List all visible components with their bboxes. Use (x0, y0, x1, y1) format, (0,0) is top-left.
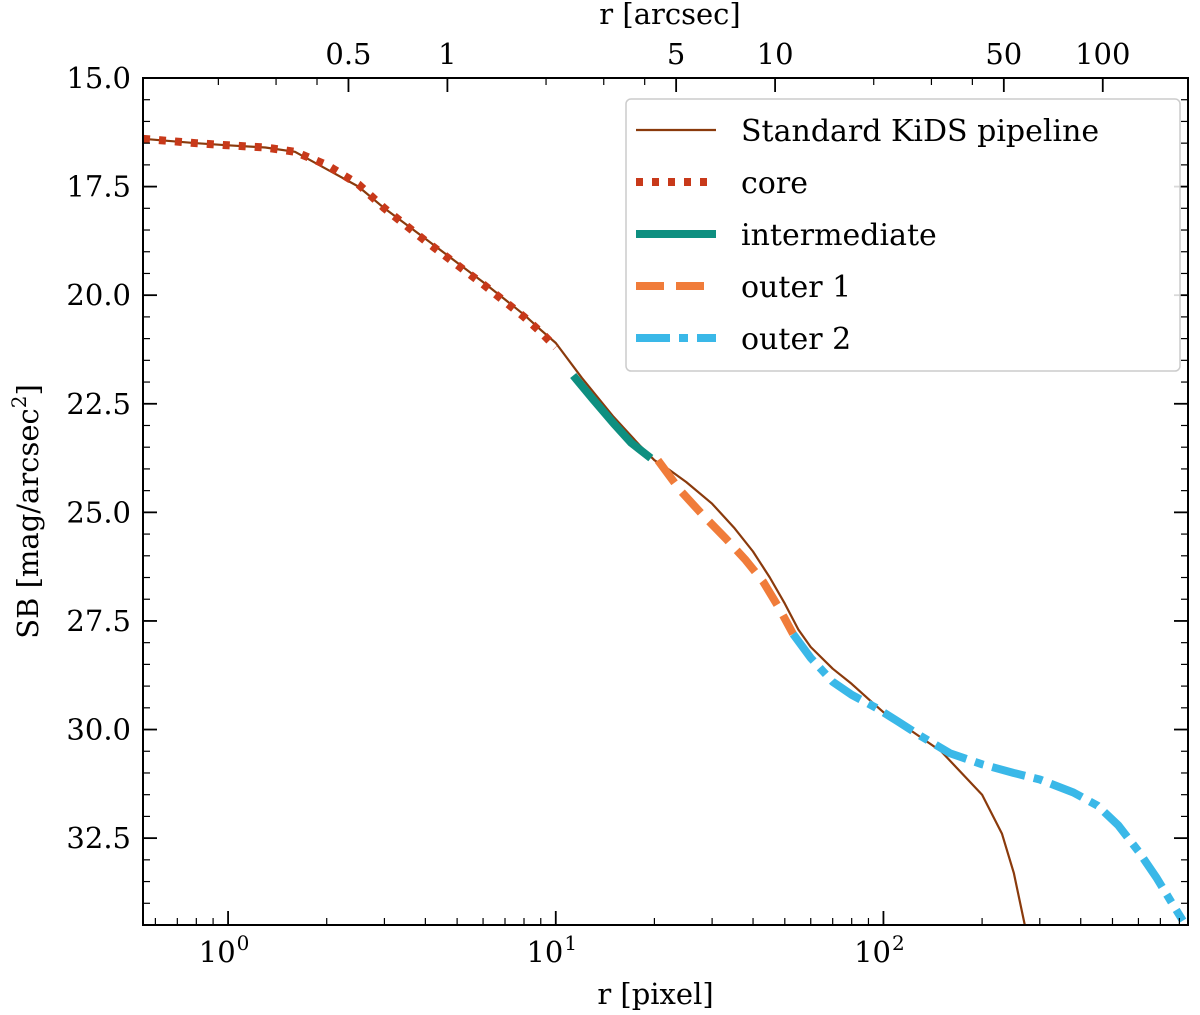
legend: Standard KiDS pipeline core intermediate ou… (625, 98, 1181, 372)
legend-label: outer 1 (741, 270, 851, 305)
plot-area (143, 134, 1187, 925)
x-tick-label: 102 (854, 931, 905, 969)
legend-box (625, 98, 1181, 372)
x-tick-label: 100 (199, 931, 250, 969)
y-axis-title-exponent: 2 (7, 396, 31, 409)
series-line-intermediate (570, 372, 654, 462)
x-tick-exponent: 1 (564, 931, 577, 955)
legend-label: Standard KiDS pipeline (741, 114, 1099, 149)
top-tick-label: 100 (1075, 37, 1130, 71)
y-axis-title: SB [mag/arcsec2] (7, 384, 45, 639)
y-tick-label: 27.5 (66, 604, 131, 638)
y-tick-label: 22.5 (66, 387, 131, 421)
series-group (143, 134, 1187, 925)
y-axis-title-close: ] (11, 384, 45, 395)
x-tick-exponent: 0 (237, 931, 250, 955)
top-tick-label: 0.5 (325, 37, 371, 71)
top-tick-label: 1 (438, 37, 456, 71)
legend-label: intermediate (741, 218, 937, 253)
x-tick-label: 101 (526, 931, 577, 969)
series-line-outer-2 (789, 631, 1187, 923)
series-line-core (143, 134, 559, 351)
plot-frame (142, 77, 1189, 926)
y-tick-label: 15.0 (66, 61, 131, 95)
y-tick-label: 30.0 (66, 713, 131, 747)
top-tick-label: 5 (667, 37, 685, 71)
top-tick-label: 10 (757, 37, 794, 71)
y-tick-label: 32.5 (66, 821, 131, 855)
y-tick-label: 20.0 (66, 278, 131, 312)
x-tick-exponent: 2 (892, 931, 905, 955)
legend-label: core (741, 166, 808, 201)
legend-label: outer 2 (741, 322, 851, 357)
x-axis-title: r [pixel] (597, 977, 713, 1011)
top-axis-title: r [arcsec] (599, 0, 740, 31)
series-line-outer-1 (654, 457, 797, 636)
y-tick-label: 17.5 (66, 170, 131, 204)
top-tick-label: 50 (985, 37, 1022, 71)
y-tick-label: 25.0 (66, 495, 131, 529)
